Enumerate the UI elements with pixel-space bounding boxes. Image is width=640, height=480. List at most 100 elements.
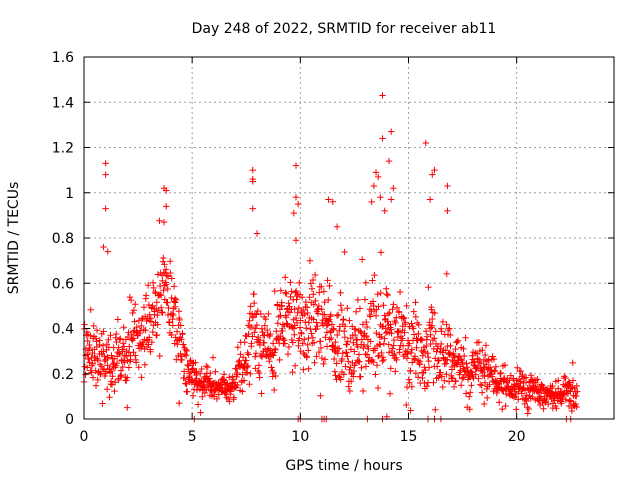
data-point	[143, 337, 150, 344]
data-point	[460, 352, 468, 360]
x-tick-label: 10	[291, 429, 309, 445]
data-point	[314, 322, 321, 330]
data-point	[296, 324, 304, 331]
data-point	[99, 400, 106, 407]
data-point	[441, 360, 448, 368]
data-point	[176, 316, 183, 324]
data-point	[338, 306, 345, 314]
data-point	[429, 315, 436, 323]
data-point	[315, 302, 322, 310]
data-point	[100, 328, 107, 335]
data-point	[472, 371, 480, 378]
data-point	[524, 410, 531, 417]
data-point	[482, 342, 490, 349]
data-point	[310, 301, 318, 308]
data-point	[412, 299, 419, 306]
data-point	[443, 371, 450, 378]
data-point	[182, 346, 190, 353]
data-point	[346, 317, 353, 324]
data-point	[183, 380, 190, 388]
data-point	[310, 316, 317, 323]
data-point	[116, 336, 123, 343]
data-point	[104, 354, 112, 362]
data-point	[438, 373, 446, 380]
data-point	[489, 353, 496, 360]
data-point	[102, 368, 110, 375]
data-point	[301, 310, 308, 318]
data-point	[466, 406, 473, 413]
data-point	[251, 329, 258, 336]
data-point	[167, 269, 174, 277]
data-point	[384, 310, 392, 318]
data-point	[426, 196, 434, 203]
data-point	[84, 337, 91, 345]
data-point	[201, 389, 209, 397]
data-point	[458, 375, 466, 382]
data-point	[289, 339, 297, 346]
data-point	[119, 363, 126, 371]
data-point	[413, 344, 420, 351]
data-point	[108, 367, 115, 375]
data-point	[225, 374, 233, 381]
data-point	[248, 323, 256, 331]
data-point	[103, 386, 111, 393]
data-point	[132, 301, 139, 308]
data-point	[99, 342, 107, 350]
data-point	[476, 381, 484, 388]
data-point	[93, 327, 101, 334]
data-point	[153, 299, 161, 306]
data-point	[279, 327, 286, 335]
data-point	[296, 335, 303, 342]
data-point	[355, 351, 363, 358]
data-point	[185, 362, 192, 369]
data-point	[298, 330, 305, 337]
data-point	[257, 310, 265, 318]
data-point	[468, 382, 475, 389]
data-point	[529, 393, 536, 401]
data-point	[118, 371, 125, 379]
data-point	[317, 338, 324, 345]
data-point	[351, 348, 358, 355]
data-point	[381, 207, 388, 215]
data-point	[482, 351, 489, 359]
data-point	[305, 365, 312, 372]
data-point	[270, 386, 278, 394]
data-point	[149, 328, 156, 336]
data-point	[253, 311, 260, 318]
data-point	[165, 304, 172, 312]
data-point	[381, 335, 388, 342]
data-point	[133, 323, 140, 331]
y-tick-label: 1	[65, 186, 74, 202]
data-point	[408, 320, 415, 327]
data-point	[374, 353, 382, 360]
data-point	[390, 185, 397, 192]
data-point	[424, 379, 432, 386]
data-point	[270, 369, 278, 377]
data-point	[254, 307, 261, 315]
data-point	[343, 349, 350, 356]
data-point	[302, 298, 310, 306]
data-point	[460, 345, 467, 353]
data-point	[101, 352, 108, 360]
data-point	[138, 322, 145, 330]
data-point	[115, 344, 122, 351]
data-point	[392, 368, 399, 375]
data-point	[341, 334, 349, 341]
data-point	[423, 342, 430, 350]
data-point	[87, 306, 94, 313]
data-point	[290, 209, 298, 217]
data-point	[326, 282, 333, 290]
data-point	[169, 315, 176, 323]
data-point	[372, 371, 379, 378]
data-point	[573, 382, 581, 390]
data-point	[452, 378, 459, 385]
data-point	[328, 334, 335, 342]
data-point	[428, 306, 435, 313]
data-point	[207, 370, 214, 377]
data-point	[403, 302, 410, 310]
data-point	[373, 362, 381, 369]
data-point	[300, 366, 307, 373]
data-point	[178, 336, 185, 343]
data-point	[480, 400, 488, 408]
data-point	[359, 387, 367, 395]
